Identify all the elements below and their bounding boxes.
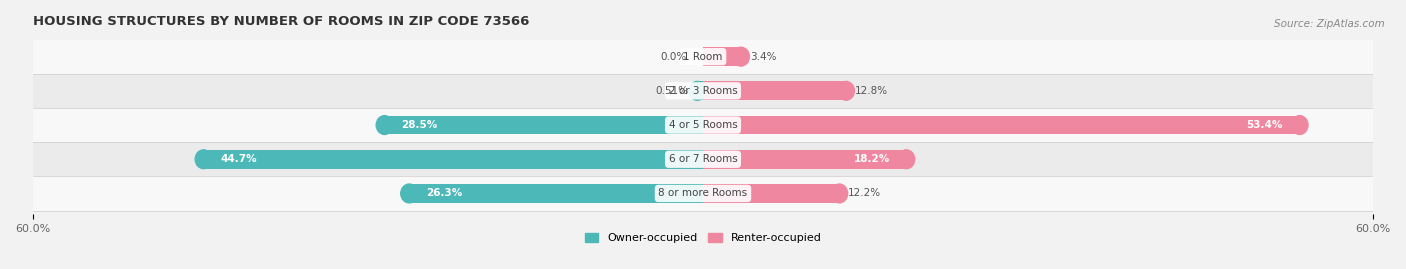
Text: 8 or more Rooms: 8 or more Rooms [658, 189, 748, 199]
Text: Source: ZipAtlas.com: Source: ZipAtlas.com [1274, 19, 1385, 29]
Bar [697, 82, 703, 100]
Bar [703, 47, 741, 66]
Ellipse shape [689, 82, 706, 100]
Text: 26.3%: 26.3% [426, 189, 463, 199]
Bar [703, 116, 1299, 134]
Bar [32, 176, 1374, 211]
Text: 0.51%: 0.51% [655, 86, 689, 96]
Text: 6 or 7 Rooms: 6 or 7 Rooms [669, 154, 737, 164]
Ellipse shape [831, 184, 848, 203]
Text: 0.0%: 0.0% [659, 52, 686, 62]
Text: 44.7%: 44.7% [221, 154, 257, 164]
Bar [32, 108, 1374, 142]
Text: 53.4%: 53.4% [1247, 120, 1282, 130]
Ellipse shape [401, 184, 418, 203]
Text: 18.2%: 18.2% [853, 154, 890, 164]
Bar [204, 150, 703, 169]
Bar [703, 184, 839, 203]
Ellipse shape [1291, 116, 1308, 134]
Bar [703, 150, 907, 169]
Ellipse shape [838, 82, 855, 100]
Text: 12.2%: 12.2% [848, 189, 882, 199]
Bar [32, 40, 1374, 74]
Text: 4 or 5 Rooms: 4 or 5 Rooms [669, 120, 737, 130]
Ellipse shape [898, 150, 915, 169]
Ellipse shape [377, 116, 392, 134]
Bar [703, 82, 846, 100]
Bar [385, 116, 703, 134]
Ellipse shape [733, 47, 749, 66]
Text: 28.5%: 28.5% [401, 120, 437, 130]
Legend: Owner-occupied, Renter-occupied: Owner-occupied, Renter-occupied [581, 228, 825, 247]
Bar [32, 142, 1374, 176]
Text: 12.8%: 12.8% [855, 86, 889, 96]
Text: 1 Room: 1 Room [683, 52, 723, 62]
Text: 2 or 3 Rooms: 2 or 3 Rooms [669, 86, 737, 96]
Ellipse shape [195, 150, 212, 169]
Bar [409, 184, 703, 203]
Bar [32, 74, 1374, 108]
Text: HOUSING STRUCTURES BY NUMBER OF ROOMS IN ZIP CODE 73566: HOUSING STRUCTURES BY NUMBER OF ROOMS IN… [32, 15, 529, 28]
Text: 3.4%: 3.4% [749, 52, 776, 62]
